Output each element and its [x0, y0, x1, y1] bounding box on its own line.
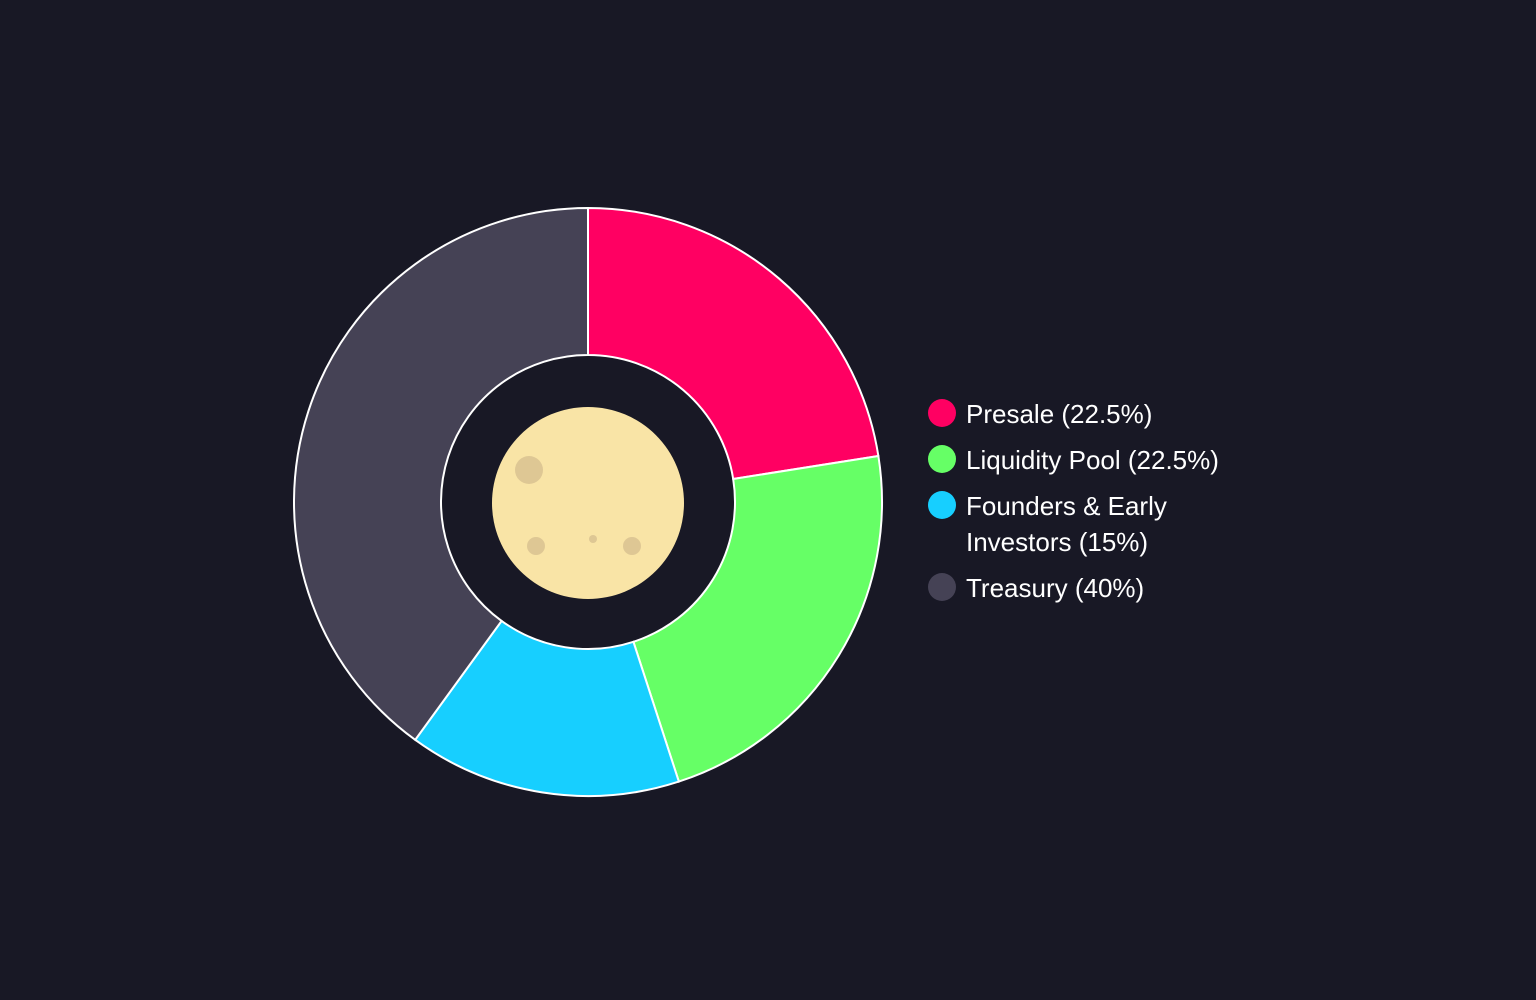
moon-body	[492, 407, 684, 599]
legend-item-treasury[interactable]: Treasury (40%)	[928, 570, 1258, 606]
donut-slice-treasury[interactable]	[293, 206, 589, 742]
legend-item-founders[interactable]: Founders & Early Investors (15%)	[928, 488, 1258, 560]
legend-label: Liquidity Pool (22.5%)	[966, 445, 1219, 475]
moon-icon	[492, 407, 684, 599]
legend-label: Presale (22.5%)	[966, 399, 1153, 429]
moon-crater	[623, 537, 641, 555]
moon-crater	[589, 535, 597, 543]
legend-item-liquidity-pool[interactable]: Liquidity Pool (22.5%)	[928, 442, 1258, 478]
legend-swatch	[928, 399, 956, 427]
legend-swatch	[928, 445, 956, 473]
moon-crater	[527, 537, 545, 555]
legend-swatch	[928, 491, 956, 519]
moon-crater	[515, 456, 543, 484]
donut-slice-presale[interactable]	[587, 206, 880, 481]
legend-swatch	[928, 573, 956, 601]
donut-slices	[293, 206, 883, 797]
donut-slice-liquidity-pool[interactable]	[632, 454, 883, 783]
legend-label: Treasury (40%)	[966, 573, 1145, 603]
legend-label: Founders & Early Investors (15%)	[966, 491, 1167, 557]
legend-item-presale[interactable]: Presale (22.5%)	[928, 396, 1258, 432]
donut-slice-founders[interactable]	[413, 619, 681, 797]
chart-legend: Presale (22.5%) Liquidity Pool (22.5%) F…	[928, 396, 1258, 616]
